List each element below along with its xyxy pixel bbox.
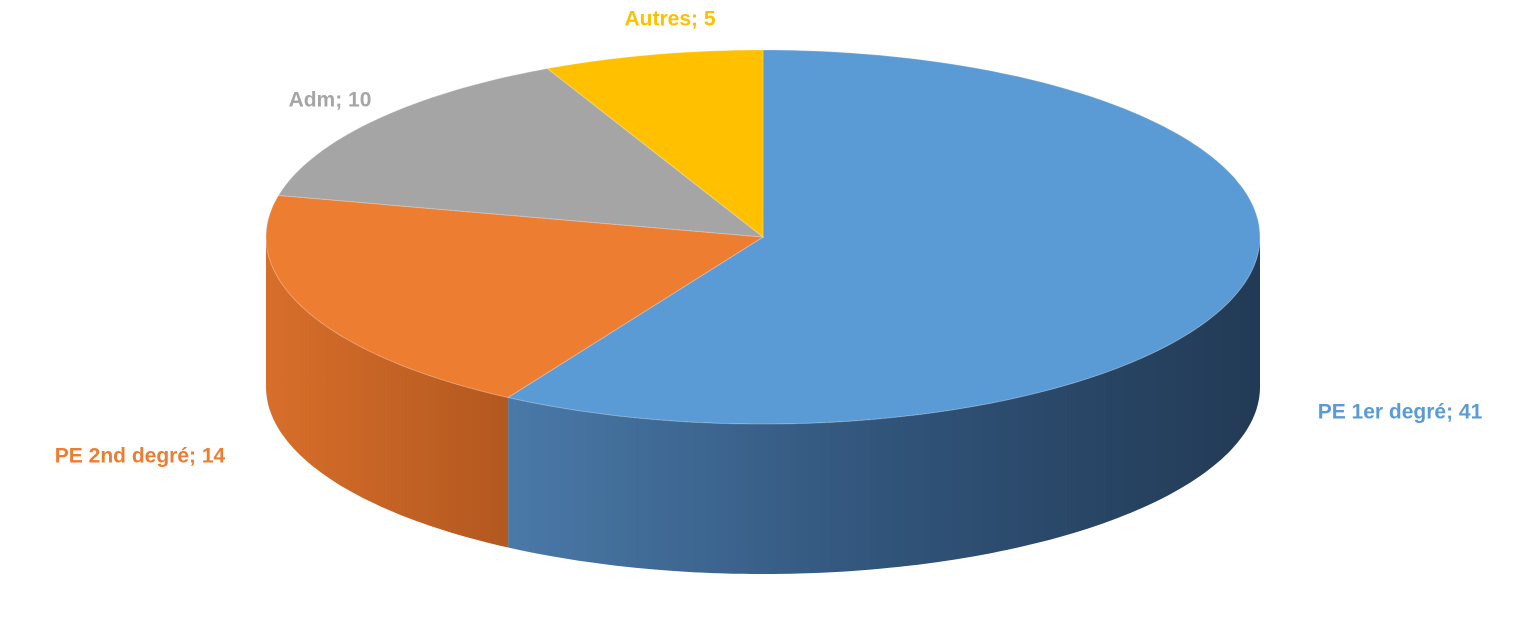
data-label: PE 2nd degré; 14 [55, 445, 226, 468]
pie-slice-side [266, 237, 509, 548]
pie-slice [506, 49, 1261, 425]
data-labels: PE 1er degré; 41 PE 2nd degré; 14 Adm; 10 A… [55, 8, 1483, 468]
data-label: PE 1er degré; 41 [1318, 401, 1483, 424]
data-label: Adm; 10 [289, 89, 372, 112]
pie-slice-side [508, 237, 1261, 574]
pie-tops [265, 49, 1261, 425]
pie-slice [265, 194, 765, 399]
pie-slice [546, 49, 764, 239]
data-label: Autres; 5 [624, 8, 715, 31]
pie-sides [266, 237, 1261, 574]
pie-slice [277, 67, 765, 238]
